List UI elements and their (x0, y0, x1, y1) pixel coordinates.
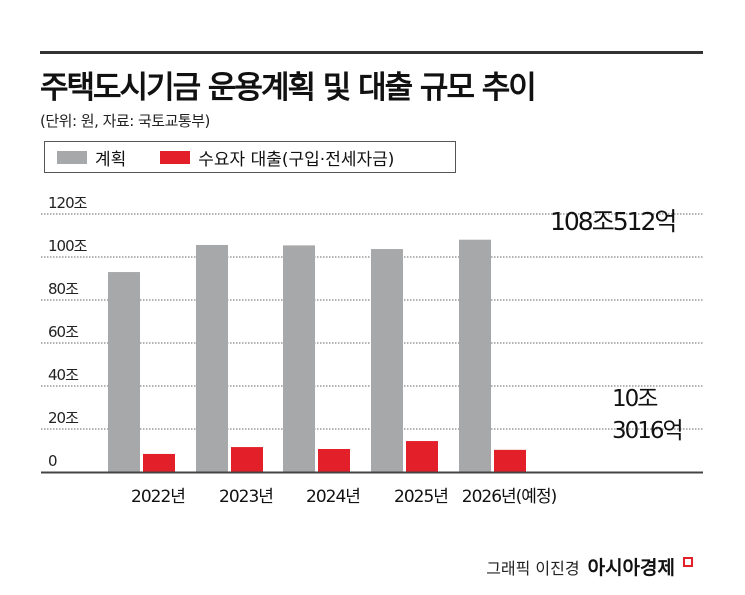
legend-label-loan: 수요자 대출(구입·전세자금) (198, 149, 395, 170)
credit: 그래픽 이진경 아시아경제 (486, 553, 693, 580)
bar-plan (196, 244, 228, 472)
bar-loan (143, 453, 175, 472)
legend-label-plan: 계획 (95, 149, 127, 170)
brand-logo: 아시아경제 (587, 557, 675, 579)
x-tick-label: 2026년(예정) (462, 487, 557, 507)
y-tick-label: 60조 (48, 323, 79, 341)
y-tick-label: 0 (48, 452, 57, 470)
y-tick-label: 120조 (48, 194, 88, 212)
brand-mark-icon (683, 556, 693, 567)
x-tick-label: 2022년 (131, 487, 185, 507)
legend-swatch-plan (57, 150, 87, 164)
x-tick-label: 2025년 (394, 487, 448, 507)
legend: 계획 수요자 대출(구입·전세자금) (44, 141, 456, 173)
annotation-loan-2026: 10조 (612, 386, 657, 412)
bar-plan (283, 245, 315, 472)
bar-plan (371, 249, 403, 472)
bar-plan (108, 272, 140, 472)
top-rule (40, 51, 703, 54)
bar-loan (318, 448, 350, 472)
annotation-loan-2026: 3016억 (612, 418, 682, 444)
chart-subtitle: (단위: 원, 자료: 국토교통부) (40, 112, 210, 130)
y-tick-label: 20조 (48, 409, 79, 427)
y-tick-label: 40조 (48, 366, 79, 384)
bar-loan (494, 449, 526, 472)
bar-loan (231, 447, 263, 472)
byline: 그래픽 이진경 (486, 558, 580, 578)
bar-loan (406, 441, 438, 472)
chart-title: 주택도시기금 운용계획 및 대출 규모 추이 (40, 70, 537, 106)
legend-swatch-loan (160, 150, 191, 164)
annotation-plan-2026: 108조512억 (550, 207, 675, 236)
y-tick-label: 100조 (48, 237, 88, 255)
x-tick-label: 2023년 (219, 487, 273, 507)
bar-plan (459, 239, 491, 472)
y-tick-label: 80조 (48, 280, 79, 298)
x-tick-label: 2024년 (306, 487, 360, 507)
